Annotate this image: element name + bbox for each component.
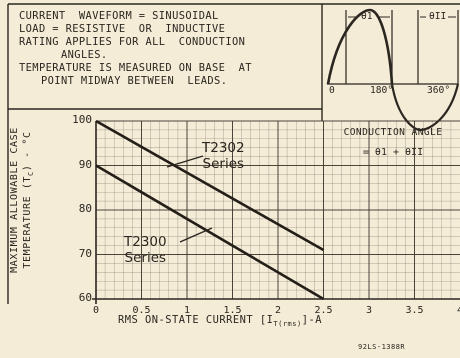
x-tick-label: 3: [365, 305, 373, 316]
series-group: [95, 119, 325, 301]
wave-180-label: 180°: [370, 85, 394, 96]
y-axis-label-line-2: TEMPERATURE (TC) - °C: [22, 131, 35, 269]
series-line-t2302: [95, 119, 325, 252]
t2300-leader-line: [179, 227, 213, 243]
x-axis-label: RMS ON-STATE CURRENT [IT(rms)]-A: [118, 314, 322, 329]
t2300-series-label: T2300 Series: [124, 234, 167, 266]
x-tick-label: 4: [445, 305, 460, 316]
notes-block: CURRENT WAVEFORM = SINUSOIDAL LOAD = RES…: [19, 10, 319, 88]
wave-360-label: 360°: [427, 85, 451, 96]
y-tick-label: 100: [72, 113, 92, 126]
note-line-1: CURRENT WAVEFORM = SINUSOIDAL: [19, 10, 219, 22]
plot-area: [92, 119, 460, 304]
y-tick-label: 80: [78, 202, 92, 215]
wave-zero-label: 0: [329, 85, 335, 96]
x-tick-label: 2: [274, 305, 282, 316]
note-line-3: RATING APPLIES FOR ALL CONDUCTION: [19, 36, 246, 48]
t2302-leader-line: [166, 155, 204, 168]
inset-waveform: [326, 8, 460, 132]
theta2-label: θII: [429, 11, 447, 22]
positive-half-wave: [326, 8, 394, 85]
figure-code: 92LS-1388R: [358, 343, 406, 351]
grid: [92, 120, 460, 304]
note-line-5: TEMPERATURE IS MEASURED ON BASE AT: [19, 62, 252, 74]
y-axis-label: MAXIMUM ALLOWABLE CASE TEMPERATURE (TC) …: [8, 115, 36, 285]
note-line-6: POINT MIDWAY BETWEEN LEADS.: [41, 75, 228, 87]
t2300-label-line-2: Series: [124, 250, 167, 266]
t2300-label-line-1: T2300: [124, 234, 167, 250]
x-tick-label: 3.5: [405, 305, 424, 316]
t2302-series-label: T2302 Series: [202, 140, 245, 172]
y-tick-label: 70: [78, 246, 92, 260]
x-tick-label: 0.5: [132, 305, 151, 316]
y-tick-label: 60: [78, 291, 92, 304]
theta1-label: θ1: [361, 11, 373, 22]
note-line-2: LOAD = RESISTIVE OR INDUCTIVE: [19, 23, 226, 35]
x-tick-label: 0: [92, 305, 100, 316]
conduction-angle-caption: CONDUCTION ANGLE: [343, 127, 443, 138]
series-line-t2300: [95, 164, 325, 301]
conduction-angle-equation: = θ1 + θII: [362, 147, 424, 158]
y-axis-label-line-1: MAXIMUM ALLOWABLE CASE: [9, 127, 20, 273]
note-line-4: ANGLES.: [61, 49, 108, 61]
x-tick-label: 1: [183, 305, 191, 316]
t2302-label-line-1: T2302: [202, 140, 245, 156]
y-tick-label: 90: [78, 157, 92, 171]
t2302-label-line-2: Series: [202, 156, 245, 172]
x-tick-label: 2.5: [314, 305, 333, 316]
x-tick-label: 1.5: [223, 305, 242, 316]
